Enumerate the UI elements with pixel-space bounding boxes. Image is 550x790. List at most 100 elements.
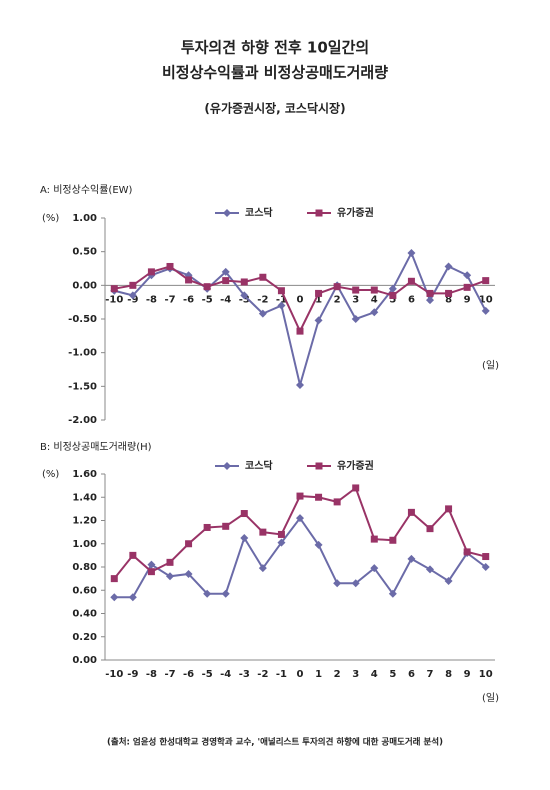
marker <box>166 558 174 566</box>
title-line: 비정상수익률과 비정상공매도거래량 <box>162 64 388 82</box>
x-tick-label: 6 <box>408 669 415 680</box>
marker <box>426 296 434 305</box>
marker <box>184 569 193 578</box>
marker <box>426 565 434 574</box>
marker <box>203 523 211 531</box>
marker <box>407 554 416 563</box>
x-axis-label: (일) <box>482 692 499 704</box>
marker <box>481 563 490 571</box>
marker <box>259 273 267 281</box>
marker <box>407 249 416 258</box>
y-tick-label: 0.50 <box>72 247 97 258</box>
y-tick-label: 0.40 <box>72 609 97 620</box>
marker <box>296 492 304 500</box>
x-tick-label: 8 <box>445 294 452 305</box>
x-tick-label: -7 <box>164 294 175 305</box>
marker <box>185 276 193 284</box>
marker <box>128 593 137 602</box>
marker <box>110 593 119 602</box>
marker <box>463 548 471 556</box>
y-tick-label: 1.00 <box>72 539 97 550</box>
y-axis-label: (%) <box>42 469 59 480</box>
x-tick-label: -2 <box>257 294 268 305</box>
marker <box>296 380 304 389</box>
marker <box>389 291 397 299</box>
x-tick-label: 5 <box>389 294 396 305</box>
y-axis-label: (%) <box>42 213 59 224</box>
x-tick-label: -5 <box>202 294 213 305</box>
marker <box>147 568 155 576</box>
marker <box>370 535 378 543</box>
y-tick-label: 0.00 <box>72 655 97 666</box>
marker <box>110 285 118 293</box>
x-axis-label: (일) <box>482 359 499 371</box>
marker <box>296 327 304 335</box>
x-tick-label: 9 <box>464 294 471 305</box>
marker <box>240 533 249 542</box>
legend-label: 유가증권 <box>337 459 374 472</box>
x-tick-label: -6 <box>183 669 194 680</box>
marker <box>258 564 267 573</box>
x-tick-label: 2 <box>334 294 341 305</box>
marker <box>388 589 397 598</box>
marker <box>352 484 360 492</box>
marker <box>277 287 285 295</box>
marker <box>277 301 286 310</box>
marker <box>352 286 360 294</box>
x-tick-label: 6 <box>408 294 415 305</box>
title-line: 투자의견 하향 전후 10일간의 <box>181 39 369 57</box>
marker <box>463 283 471 291</box>
y-tick-label: 1.60 <box>72 469 97 480</box>
x-tick-label: 0 <box>297 669 304 680</box>
x-tick-label: 4 <box>371 669 378 680</box>
x-tick-label: -10 <box>105 669 123 680</box>
x-tick-label: -1 <box>276 294 287 305</box>
marker <box>240 510 248 518</box>
marker <box>351 315 360 323</box>
x-tick-label: 3 <box>352 294 359 305</box>
chart-title: A: 비정상수익률(EW) <box>40 184 133 196</box>
marker <box>314 540 323 549</box>
marker <box>370 564 379 573</box>
marker <box>223 462 231 470</box>
x-tick-label: 10 <box>479 669 493 680</box>
x-tick-label: -8 <box>146 669 157 680</box>
marker <box>315 289 323 297</box>
marker <box>315 209 323 217</box>
x-tick-label: -3 <box>239 294 250 305</box>
x-tick-label: -4 <box>220 669 231 680</box>
x-tick-label: -1 <box>276 669 287 680</box>
chart-title: B: 비정상공매도거래량(H) <box>40 441 152 453</box>
marker <box>259 528 267 536</box>
marker <box>240 291 249 300</box>
marker <box>445 289 453 297</box>
x-tick-label: 3 <box>352 669 359 680</box>
x-tick-label: -7 <box>164 669 175 680</box>
legend-label: 유가증권 <box>337 206 374 219</box>
x-tick-label: -10 <box>105 294 123 305</box>
y-tick-label: -1.50 <box>68 381 97 392</box>
marker <box>463 271 472 280</box>
x-tick-label: 7 <box>427 669 434 680</box>
marker <box>129 281 137 289</box>
x-tick-label: -3 <box>239 669 250 680</box>
marker <box>221 589 230 598</box>
y-tick-label: 0.00 <box>72 280 97 291</box>
marker <box>482 553 490 561</box>
x-tick-label: 10 <box>479 294 493 305</box>
x-tick-label: -9 <box>127 294 138 305</box>
marker <box>110 575 118 583</box>
x-tick-label: 1 <box>315 669 322 680</box>
marker <box>370 308 379 317</box>
x-tick-label: -8 <box>146 294 157 305</box>
marker <box>333 283 341 291</box>
marker <box>481 306 490 315</box>
marker <box>221 267 230 276</box>
x-tick-label: 4 <box>371 294 378 305</box>
x-tick-label: -2 <box>257 669 268 680</box>
marker <box>203 283 211 291</box>
marker <box>222 522 230 530</box>
marker <box>185 540 193 548</box>
x-tick-label: -9 <box>127 669 138 680</box>
marker <box>407 277 415 285</box>
